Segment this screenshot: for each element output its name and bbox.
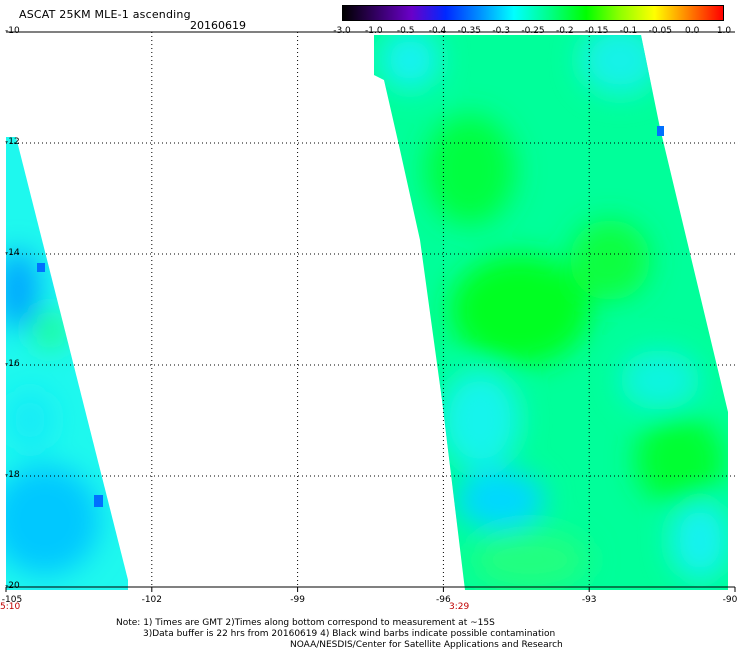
y-tick-label: -20	[5, 581, 20, 591]
y-tick-label: -10	[5, 26, 20, 36]
y-tick-label: -18	[5, 470, 20, 480]
note-line-3: NOAA/NESDIS/Center for Satellite Applica…	[290, 640, 563, 650]
right-pass-time: 3:29	[449, 602, 470, 612]
colorbar-label: -0.4	[428, 26, 447, 36]
colorbar-label: -0.5	[396, 26, 415, 36]
note-line-1: Note: 1) Times are GMT 2)Times along bot…	[116, 618, 495, 628]
colorbar-label: -0.15	[585, 26, 609, 36]
colorbar-label: 0.0	[684, 26, 700, 36]
x-tick-label: -105	[1, 595, 23, 605]
left-swath	[6, 137, 128, 590]
x-tick-label: -102	[141, 595, 163, 605]
x-tick-label: -93	[581, 595, 597, 605]
x-tick-label: -90	[722, 595, 738, 605]
product-date: 20160619	[190, 19, 246, 32]
blue-pixel	[37, 263, 45, 272]
lat-lon-grid	[6, 32, 735, 587]
product-title: ASCAT 25KM MLE-1 ascending	[19, 8, 191, 21]
colorbar-label: -0.1	[619, 26, 638, 36]
blue-pixel	[94, 495, 103, 507]
colorbar-label: -0.3	[492, 26, 510, 36]
right-swath	[374, 35, 728, 590]
colorbar-label: -0.2	[556, 26, 574, 36]
left-pass-time: 5:10	[0, 602, 21, 612]
note-line-2: 3)Data buffer is 22 hrs from 20160619 4)…	[143, 629, 556, 639]
y-tick-label: -16	[5, 359, 20, 369]
x-tick-label: -96	[436, 595, 451, 605]
x-tick-label: -99	[290, 595, 305, 605]
colorbar-label: -0.25	[521, 26, 545, 36]
colorbar	[342, 5, 724, 21]
y-tick-label: -14	[5, 248, 20, 258]
colorbar-label: -3.0	[333, 26, 351, 36]
colorbar-label: -0.05	[648, 26, 672, 36]
y-tick-label: -12	[5, 137, 20, 147]
colorbar-label: -1.0	[365, 26, 383, 36]
blue-pixel	[657, 126, 664, 136]
colorbar-label: 1.0	[716, 26, 732, 36]
colorbar-label: -0.35	[457, 26, 481, 36]
axis-ticks	[5, 587, 736, 592]
